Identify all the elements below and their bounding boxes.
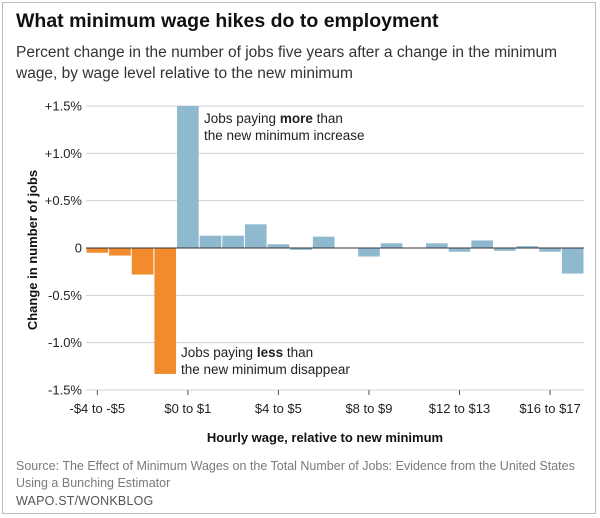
bar <box>516 246 539 248</box>
annotation-more-line2: the new minimum increase <box>204 128 365 143</box>
bar <box>267 244 290 248</box>
x-tick-label: $0 to $1 <box>164 401 211 416</box>
x-axis-ticks: -$4 to -$5 $0 to $1 $4 to $5 $8 to $9 $12 to… <box>69 390 581 416</box>
annotation-less-prefix: Jobs paying <box>181 345 257 360</box>
bars <box>86 106 584 374</box>
x-tick-label: $8 to $9 <box>345 401 392 416</box>
bar <box>380 243 403 248</box>
source-note: Source: The Effect of Minimum Wages on t… <box>16 459 575 490</box>
x-tick-label: $12 to $13 <box>429 401 490 416</box>
bar-chart: +1.5% +1.0% +0.5% 0 -0.5% -1.0% -1.5% -$4 to -… <box>25 99 584 445</box>
credit-line: WAPO.ST/WONKBLOG <box>16 494 154 508</box>
bar <box>448 248 471 252</box>
chart-frame <box>2 2 596 514</box>
bar <box>493 248 516 251</box>
x-axis-title: Hourly wage, relative to new minimum <box>207 430 443 445</box>
bar <box>358 248 380 257</box>
y-tick-label: -1.5% <box>48 383 82 398</box>
y-tick-label: +0.5% <box>45 193 83 208</box>
bar <box>539 248 561 252</box>
x-tick-label: $4 to $5 <box>255 401 302 416</box>
annotation-less-line2: the new minimum disappear <box>181 362 350 377</box>
annotation-more-prefix: Jobs paying <box>204 111 280 126</box>
annotation-more-line1: Jobs paying more than <box>204 111 343 126</box>
bar <box>471 240 493 248</box>
x-tick-label: $16 to $17 <box>519 401 580 416</box>
y-tick-label: +1.5% <box>45 99 83 114</box>
bar <box>290 248 312 250</box>
bar <box>109 248 131 256</box>
bar <box>199 235 222 248</box>
y-tick-label: +1.0% <box>45 146 83 161</box>
bar <box>86 248 109 253</box>
bar <box>561 248 584 274</box>
y-axis-title: Change in number of jobs <box>25 170 40 330</box>
bar <box>222 235 244 248</box>
annotation-less-line1: Jobs paying less than <box>181 345 313 360</box>
x-tick-label: -$4 to -$5 <box>69 401 125 416</box>
bar <box>177 106 199 248</box>
chart-title: What minimum wage hikes do to employment <box>16 10 439 32</box>
chart-subtitle: Percent change in the number of jobs fiv… <box>16 44 558 82</box>
annotation-less-suffix: than <box>283 345 313 360</box>
bar <box>244 224 267 248</box>
y-tick-label: -0.5% <box>48 288 82 303</box>
annotation-less-bold: less <box>257 345 283 360</box>
y-axis-ticks: +1.5% +1.0% +0.5% 0 -0.5% -1.0% -1.5% <box>45 99 83 398</box>
bar <box>154 248 177 374</box>
bar <box>131 248 154 275</box>
annotation-more-suffix: than <box>313 111 343 126</box>
y-tick-label: 0 <box>75 241 82 256</box>
bar <box>312 236 335 248</box>
bar <box>426 243 448 248</box>
y-tick-label: -1.0% <box>48 335 82 350</box>
annotation-more-bold: more <box>280 111 314 126</box>
